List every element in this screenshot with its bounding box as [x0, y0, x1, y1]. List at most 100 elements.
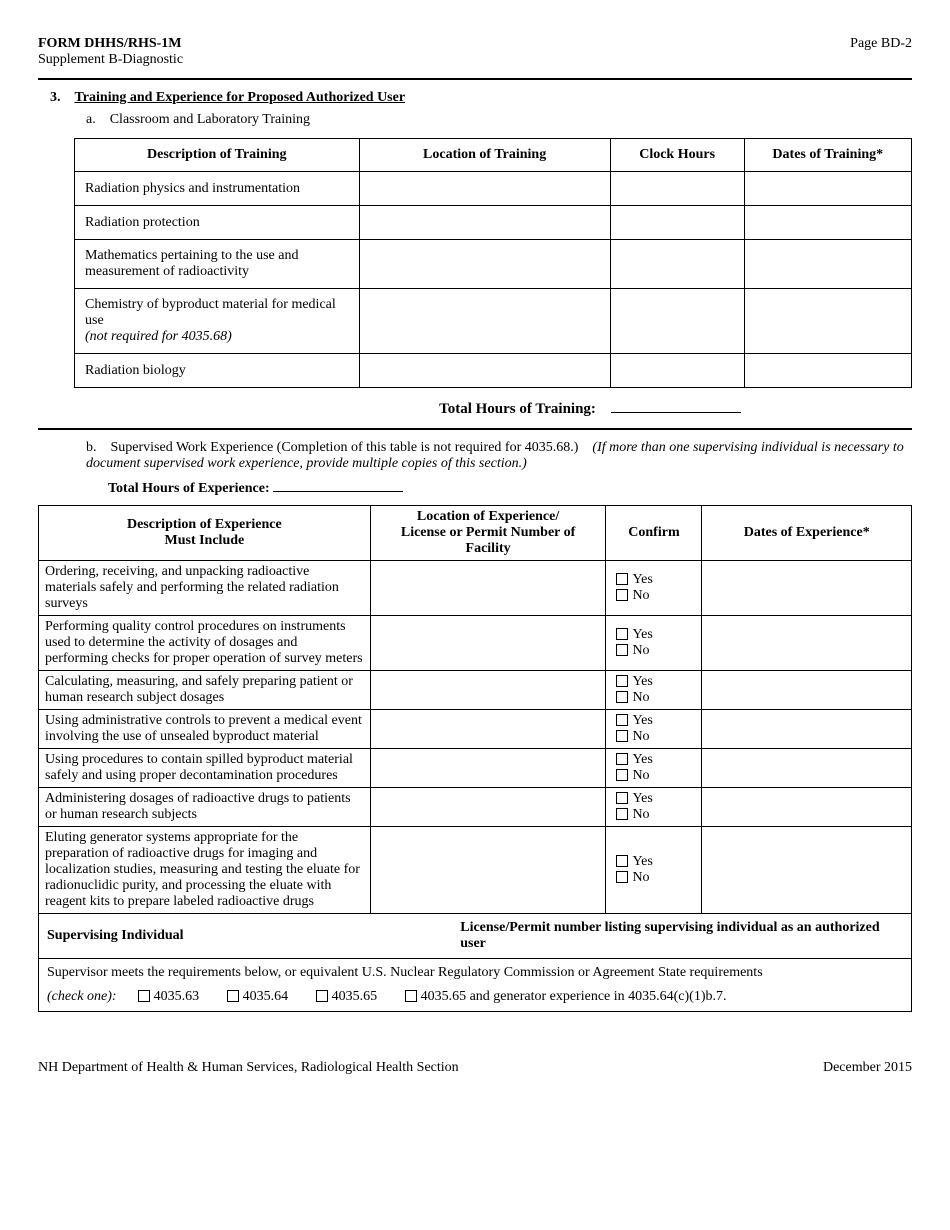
training-dates-input[interactable] [744, 206, 911, 240]
training-location-input[interactable] [359, 354, 610, 388]
experience-location-input[interactable] [370, 749, 606, 788]
training-desc: Radiation protection [75, 206, 360, 240]
training-row: Chemistry of byproduct material for medi… [75, 289, 912, 354]
experience-dates-input[interactable] [702, 671, 912, 710]
checkbox-icon [616, 691, 628, 703]
confirm-no[interactable]: No [616, 643, 697, 659]
section-3-heading: 3. Training and Experience for Proposed … [38, 90, 912, 106]
option-label: 4035.65 and generator experience in 4035… [421, 989, 727, 1004]
requirements-cell: Supervisor meets the requirements below,… [39, 959, 912, 988]
confirm-yes[interactable]: Yes [616, 791, 697, 807]
confirm-yes[interactable]: Yes [616, 854, 697, 870]
experience-location-input[interactable] [370, 710, 606, 749]
th-location: Location of Training [359, 139, 610, 172]
training-hours-input[interactable] [610, 172, 744, 206]
supervising-row: Supervising Individual License/Permit nu… [39, 914, 912, 959]
experience-desc: Ordering, receiving, and unpacking radio… [39, 561, 371, 616]
option-4035-65-generator[interactable]: 4035.65 and generator experience in 4035… [405, 989, 727, 1005]
training-location-input[interactable] [359, 172, 610, 206]
training-dates-input[interactable] [744, 172, 911, 206]
page-header: FORM DHHS/RHS-1M Supplement B-Diagnostic… [38, 36, 912, 68]
confirm-yes[interactable]: Yes [616, 752, 697, 768]
confirm-yes[interactable]: Yes [616, 627, 697, 643]
training-location-input[interactable] [359, 240, 610, 289]
th-exp-desc-l1: Description of Experience [127, 517, 282, 532]
confirm-no[interactable]: No [616, 729, 697, 745]
training-hours-input[interactable] [610, 206, 744, 240]
checkbox-icon [316, 990, 328, 1002]
confirm-yes[interactable]: Yes [616, 572, 697, 588]
th-exp-desc-l2: Must Include [165, 533, 245, 548]
option-4035-63[interactable]: 4035.63 [138, 989, 200, 1005]
th-exp-loc-l2: License or Permit Number of Facility [401, 525, 575, 556]
experience-location-input[interactable] [370, 788, 606, 827]
option-4035-65[interactable]: 4035.65 [316, 989, 378, 1005]
checkbox-icon [616, 714, 628, 726]
th-dates: Dates of Training* [744, 139, 911, 172]
confirm-yes[interactable]: Yes [616, 713, 697, 729]
th-exp-dates: Dates of Experience* [702, 506, 912, 561]
training-row: Radiation physics and instrumentation [75, 172, 912, 206]
option-4035-64[interactable]: 4035.64 [227, 989, 289, 1005]
confirm-no[interactable]: No [616, 870, 697, 886]
checkbox-icon [616, 589, 628, 601]
experience-location-input[interactable] [370, 827, 606, 914]
sub-b-text: Supervised Work Experience (Completion o… [111, 440, 579, 455]
confirm-no[interactable]: No [616, 807, 697, 823]
training-dates-input[interactable] [744, 289, 911, 354]
check-gap [120, 989, 134, 1004]
page-number: Page BD-2 [850, 36, 912, 52]
training-desc: Radiation biology [75, 354, 360, 388]
experience-dates-input[interactable] [702, 710, 912, 749]
training-location-input[interactable] [359, 289, 610, 354]
confirm-no[interactable]: No [616, 588, 697, 604]
sub-b-gap [582, 440, 589, 455]
training-dates-input[interactable] [744, 240, 911, 289]
section-number: 3. [38, 90, 61, 105]
experience-row: Eluting generator systems appropriate fo… [39, 827, 912, 914]
section-a-rule [38, 428, 912, 430]
th-hours: Clock Hours [610, 139, 744, 172]
confirm-no[interactable]: No [616, 690, 697, 706]
sub-b-letter: b. [86, 440, 97, 455]
header-left: FORM DHHS/RHS-1M Supplement B-Diagnostic [38, 36, 183, 68]
experience-dates-input[interactable] [702, 788, 912, 827]
training-location-input[interactable] [359, 206, 610, 240]
experience-location-input[interactable] [370, 561, 606, 616]
total-training-blank[interactable] [611, 398, 741, 413]
sub-b-spacer [100, 440, 107, 455]
total-training-line: Total Hours of Training: [268, 398, 912, 418]
confirm-yes[interactable]: Yes [616, 674, 697, 690]
footer-left: NH Department of Health & Human Services… [38, 1060, 459, 1076]
requirements-row: Supervisor meets the requirements below,… [39, 959, 912, 988]
section-title: Training and Experience for Proposed Aut… [75, 90, 406, 105]
option-label: 4035.65 [332, 989, 378, 1004]
footer-right: December 2015 [823, 1060, 912, 1076]
training-dates-input[interactable] [744, 354, 911, 388]
total-experience-blank[interactable] [273, 478, 403, 492]
check-one-cell: (check one): 4035.63 4035.64 4035.65 403… [39, 987, 912, 1012]
experience-confirm: YesNo [606, 710, 702, 749]
training-table-header-row: Description of Training Location of Trai… [75, 139, 912, 172]
experience-row: Ordering, receiving, and unpacking radio… [39, 561, 912, 616]
form-code: FORM DHHS/RHS-1M [38, 36, 183, 52]
experience-row: Using procedures to contain spilled bypr… [39, 749, 912, 788]
experience-dates-input[interactable] [702, 616, 912, 671]
training-desc-note: (not required for 4035.68) [85, 329, 232, 344]
experience-dates-input[interactable] [702, 827, 912, 914]
training-hours-input[interactable] [610, 289, 744, 354]
th-exp-desc: Description of Experience Must Include [39, 506, 371, 561]
training-hours-input[interactable] [610, 240, 744, 289]
experience-location-input[interactable] [370, 616, 606, 671]
experience-row: Calculating, measuring, and safely prepa… [39, 671, 912, 710]
training-hours-input[interactable] [610, 354, 744, 388]
th-exp-loc-l1: Location of Experience/ [417, 509, 559, 524]
experience-desc: Using administrative controls to prevent… [39, 710, 371, 749]
confirm-no[interactable]: No [616, 768, 697, 784]
experience-dates-input[interactable] [702, 561, 912, 616]
checkbox-icon [616, 792, 628, 804]
sub-a-letter: a. [86, 112, 96, 127]
experience-dates-input[interactable] [702, 749, 912, 788]
experience-confirm: YesNo [606, 788, 702, 827]
experience-location-input[interactable] [370, 671, 606, 710]
